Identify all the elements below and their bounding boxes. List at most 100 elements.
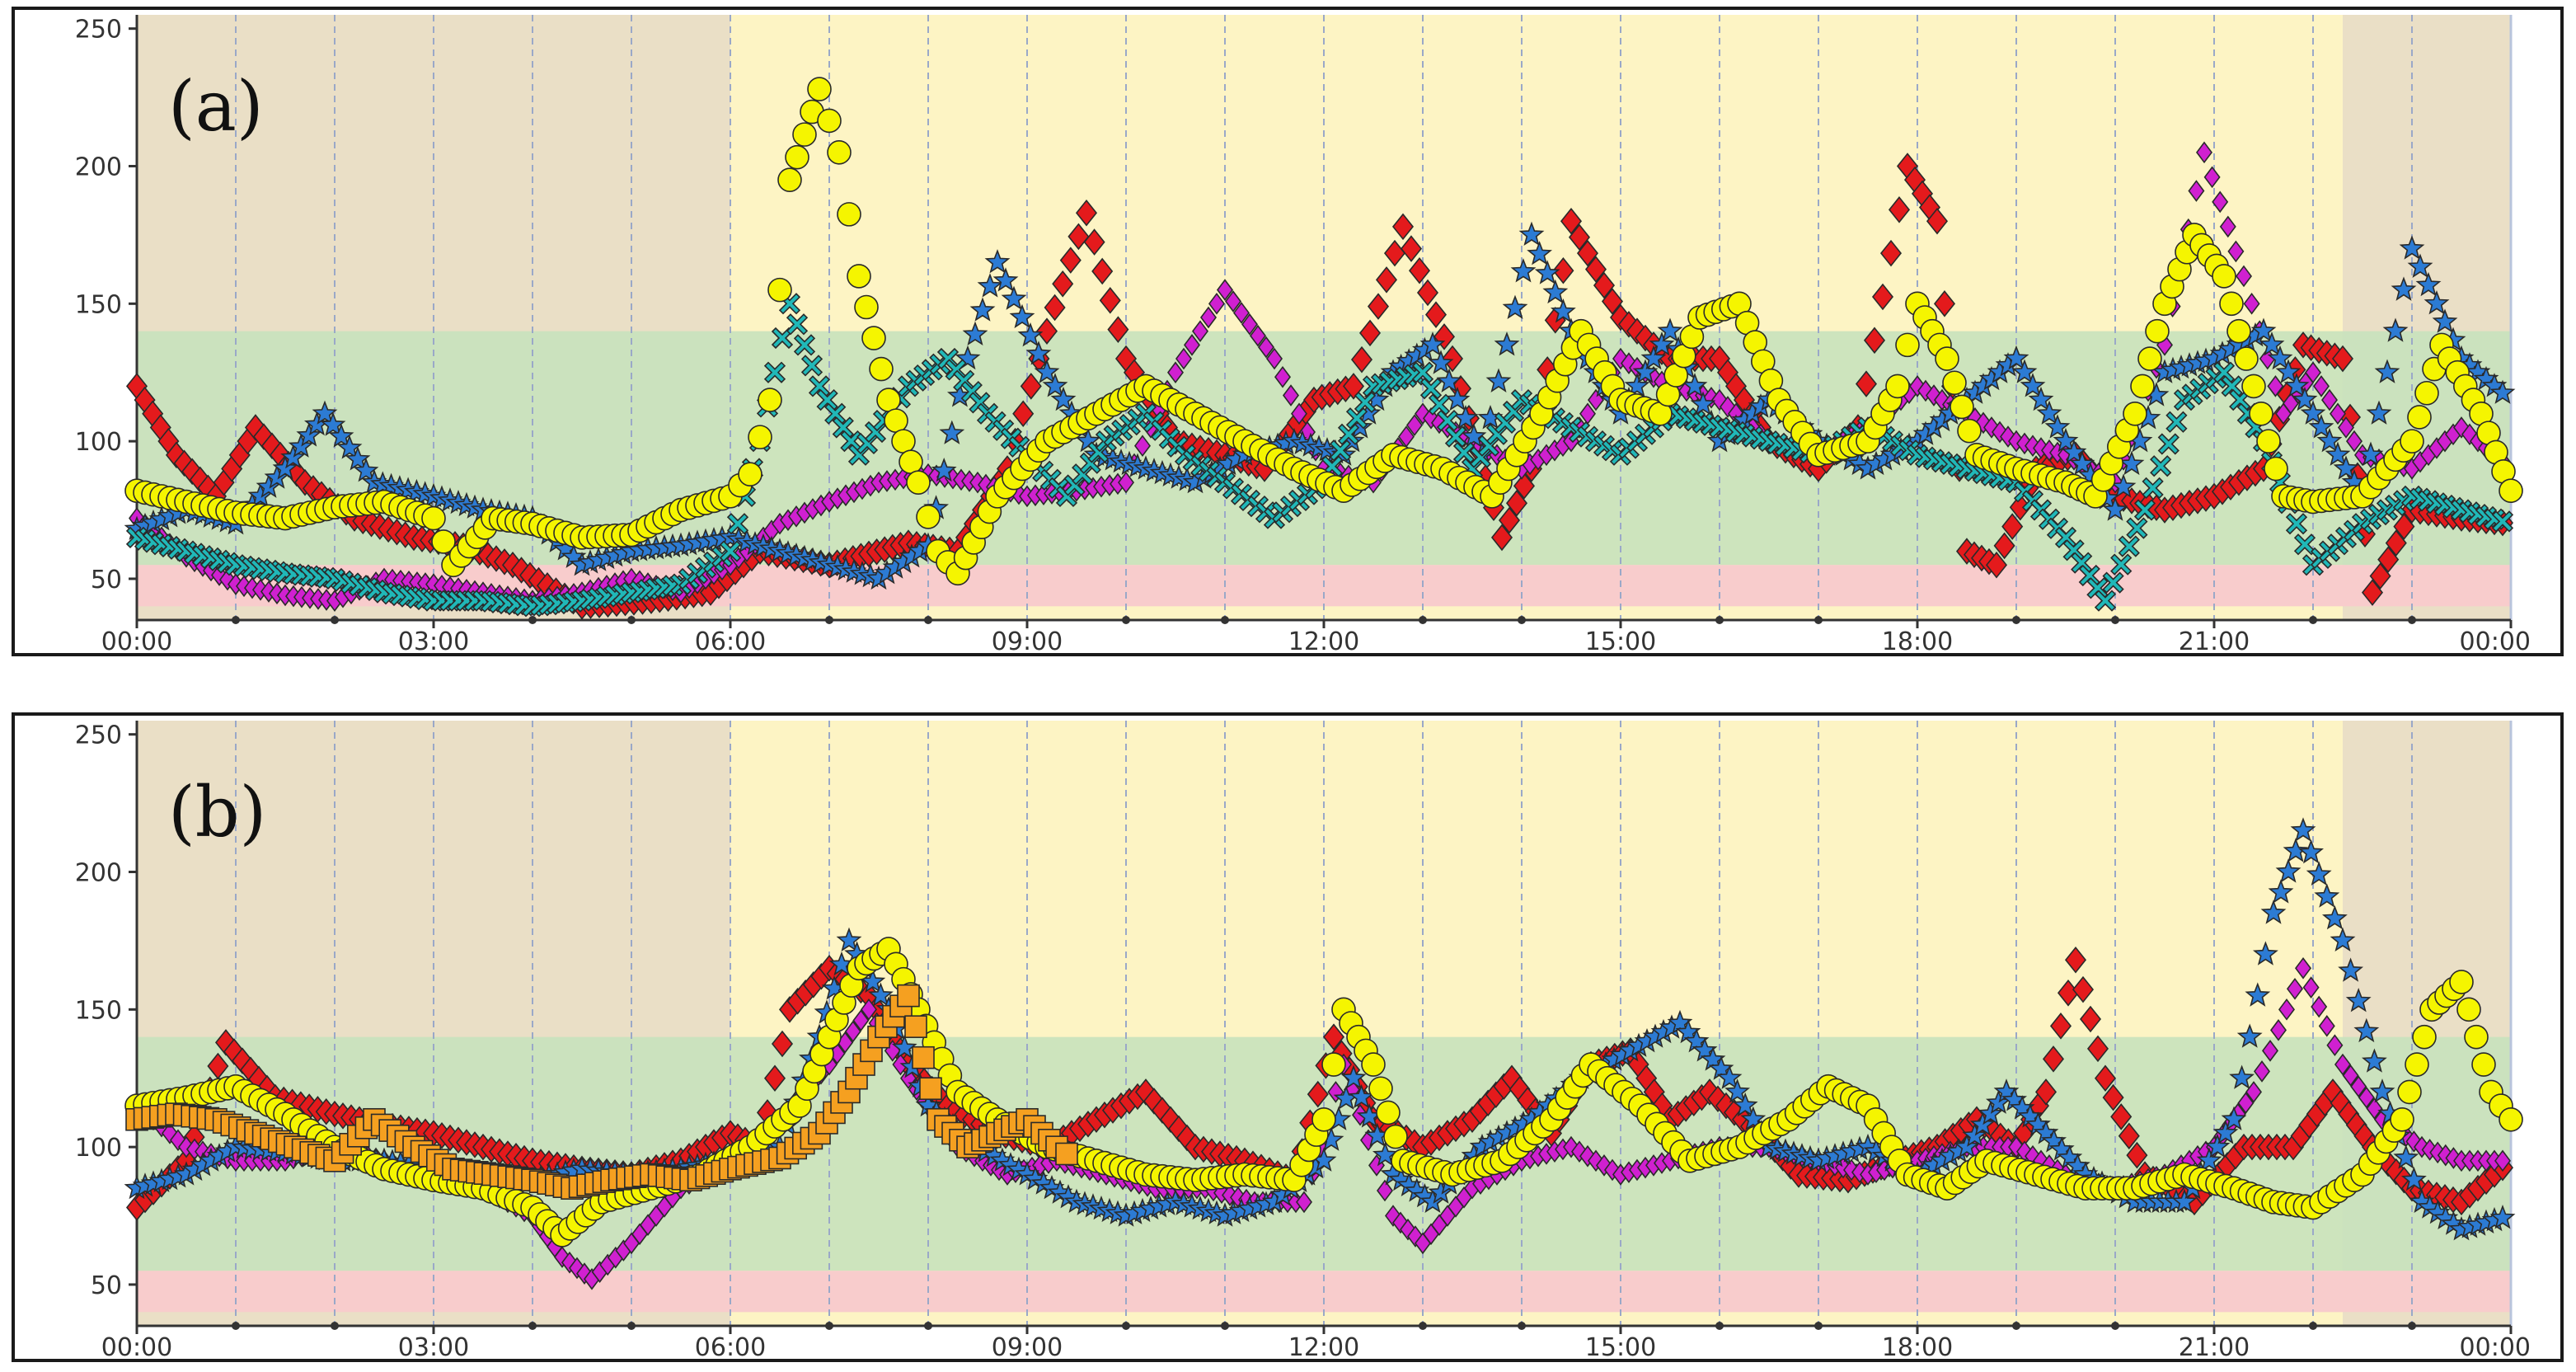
data-point-cyan [1354,391,1377,414]
data-point-red [1871,283,1894,311]
data-point-magenta [2334,1053,2351,1076]
x-minor-tick [528,616,537,624]
x-tick-label: 00:00 [101,1333,172,1359]
data-point-blue [1690,391,1716,416]
data-point-yellow [758,388,782,412]
data-point-blue [931,457,957,482]
data-point-magenta [2366,1097,2383,1120]
x-minor-tick [1814,616,1823,624]
data-point-blue [1550,298,1576,323]
data-point-cyan [2094,590,2117,612]
data-point-blue [2011,359,2038,383]
data-point-cyan [2110,553,2133,576]
data-point-blue [1649,331,1675,356]
x-minor-tick [825,616,833,624]
data-point-red [2331,345,2354,373]
data-point-yellow [767,277,792,303]
x-minor-tick [1715,1322,1724,1330]
data-point-orange [904,1015,927,1038]
data-point-magenta [1291,402,1307,425]
data-point-blue [836,927,862,951]
data-point-yellow [861,326,886,350]
data-point-blue [1042,373,1068,397]
data-point-cyan [1411,361,1434,383]
x-minor-tick [1715,616,1724,624]
data-point-cyan [2126,517,2148,539]
data-point-red [1083,228,1105,256]
data-point-blue [2308,414,2334,439]
data-point-blue [955,345,981,370]
data-point-yellow [2407,405,2432,430]
data-point-cyan [1337,423,1360,445]
data-point-magenta [1579,1144,1596,1168]
data-point-red [244,414,267,441]
data-point-blue [353,458,379,482]
data-point-blue [2212,1120,2239,1144]
data-point-blue [2300,400,2326,425]
data-point-blue [328,423,354,448]
data-point-red [1358,319,1382,347]
data-point-blue [1962,1122,1988,1147]
data-point-blue [1969,1111,1996,1136]
data-point-yellow [2226,318,2251,344]
data-point-yellow [2412,1024,2437,1050]
y-tick-label: 100 [75,1134,122,1163]
data-point-blue [1657,317,1683,342]
data-point-blue [1527,241,1553,265]
x-minor-tick [331,1322,339,1330]
data-point-magenta [2326,1034,2344,1057]
data-point-blue [345,446,371,471]
data-point-red [1505,489,1528,517]
data-point-yellow [899,449,923,474]
data-point-blue [1740,1106,1767,1130]
data-point-blue [1034,359,1060,383]
x-minor-tick [2012,616,2020,624]
data-point-yellow [916,505,941,529]
data-point-red [2049,1013,2072,1040]
data-point-magenta [1200,306,1217,329]
y-tick-label: 200 [75,153,122,182]
data-point-red [1593,271,1616,299]
data-point-magenta [2453,416,2470,439]
data-point-blue [2374,359,2400,383]
data-point-magenta [2262,1040,2278,1062]
x-tick-label: 18:00 [1882,1333,1953,1359]
data-point-blue [1624,373,1650,397]
data-point-yellow [817,108,842,134]
data-point-blue [2399,235,2425,260]
data-point-yellow [869,356,894,382]
data-point-magenta [2302,976,2320,998]
x-minor-tick [924,616,932,624]
data-point-cyan [808,375,831,397]
data-point-yellow [891,429,916,453]
data-point-yellow [777,167,802,192]
data-point-yellow [1361,1052,1386,1077]
data-point-blue [2432,308,2458,333]
data-point-blue [1518,221,1545,246]
data-point-red [1067,223,1090,251]
data-point-blue [2338,957,2364,982]
data-point-magenta [2342,1064,2359,1087]
y-tick-label: 250 [75,721,122,750]
data-point-blue [2345,988,2372,1013]
data-point-blue [969,297,996,322]
data-point-blue [320,411,346,436]
data-point-red [1044,294,1066,322]
data-point-blue [1428,350,1454,374]
data-point-magenta [2313,375,2330,397]
data-point-magenta [162,1122,178,1144]
data-point-red [1926,207,1949,235]
data-point-red [1855,370,1878,397]
data-point-red [214,1029,237,1056]
data-point-blue [2325,441,2351,466]
data-point-cyan [832,416,854,439]
data-point-red [1167,1115,1190,1143]
data-point-blue [2489,379,2516,404]
data-point-yellow [1321,1052,1346,1077]
data-point-yellow [1885,374,1910,399]
data-point-blue [1732,1092,1758,1117]
data-point-red [2064,946,2087,974]
data-point-red [2102,1083,2124,1111]
data-point-blue [2283,838,2309,862]
data-point-red [2042,1045,2065,1073]
